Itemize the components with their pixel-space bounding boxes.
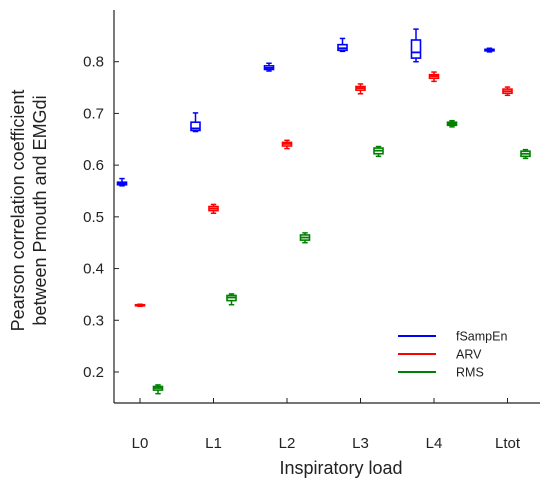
x-tick-label: L0 [132, 435, 149, 452]
y-tick-label: 0.6 [83, 157, 104, 174]
legend-label-fsampen: fSampEn [456, 330, 507, 344]
y-axis-label-line: Pearson correlation coefficient [8, 90, 28, 332]
y-tick-label: 0.5 [83, 209, 104, 226]
y-tick-label: 0.3 [83, 312, 104, 329]
x-tick-label: L4 [426, 435, 443, 452]
y-axis-label: Pearson correlation coefficient between P… [8, 90, 50, 332]
x-axis-label: Inspiratory load [279, 458, 402, 478]
legend-label-rms: RMS [456, 366, 484, 380]
y-tick-label: 0.4 [83, 261, 104, 278]
x-tick-label: L1 [205, 435, 222, 452]
y-axis-label-line: between Pmouth and EMGdi [30, 95, 50, 325]
fsampen-box [410, 39, 422, 59]
legend-label-arv: ARV [456, 348, 482, 362]
fsampen-box [190, 121, 201, 132]
x-tick-label: L3 [352, 435, 369, 452]
x-tick-label: L2 [279, 435, 296, 452]
x-tick-label: Ltot [495, 435, 521, 452]
y-tick-label: 0.8 [83, 54, 104, 71]
y-tick-label: 0.7 [83, 105, 104, 122]
y-tick-label: 0.2 [83, 364, 104, 381]
